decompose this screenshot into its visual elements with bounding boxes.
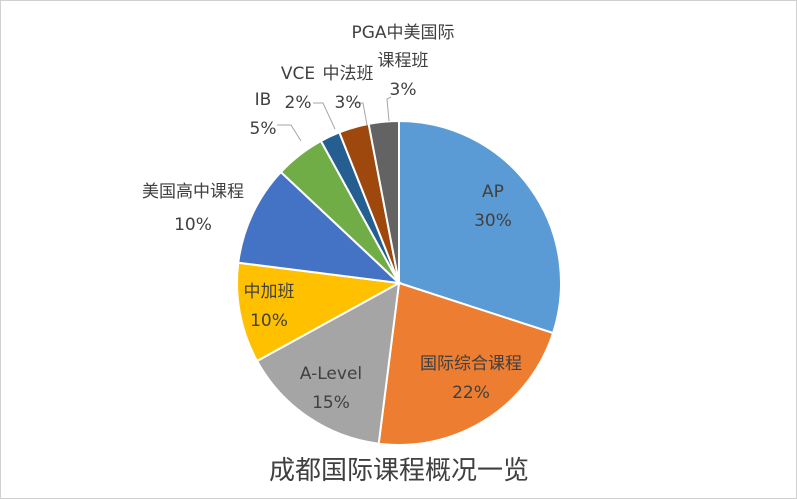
data-label-category-item-4: 美国高中课程 (142, 182, 244, 202)
data-label-pct-a-level: 15% (312, 393, 350, 413)
data-label-pct-item-3: 10% (250, 311, 288, 331)
data-labels: AP 30% 国际综合课程 22% A-Level 15% 中加班 10% 美国高中课程 10% I… (142, 23, 522, 413)
data-label-pct-ib: 5% (250, 119, 277, 139)
data-label-category-ap: AP (482, 182, 504, 202)
leader-line-ib (277, 124, 302, 142)
pie-slice-item-3 (236, 261, 403, 363)
data-label-category-pga: PGA中美国际课程班 (351, 23, 454, 71)
data-label-category-vce: VCE (281, 64, 315, 84)
data-label-category-a-level: A-Level (300, 364, 362, 384)
data-label-pct-ap: 30% (474, 211, 512, 231)
leader-line-item-7 (353, 102, 368, 126)
data-label-pct-pga: 3% (390, 80, 417, 100)
data-label-pct-vce: 2% (285, 93, 312, 113)
chart-title: 成都国际课程概况一览 (269, 456, 529, 486)
leader-line-vce (313, 102, 336, 130)
leader-line-pga (386, 96, 392, 122)
data-label-pct-item-1: 22% (452, 383, 490, 403)
data-label-category-item-1: 国际综合课程 (420, 354, 522, 374)
pie-slice-item-1 (377, 281, 555, 446)
pie-slice-pga (367, 119, 400, 284)
pie-slice-a-level (255, 281, 401, 445)
pie-slice-ap (398, 119, 562, 335)
pie-slices (236, 119, 562, 446)
data-label-pct-item-4: 10% (174, 215, 212, 235)
data-label-pct-item-7: 3% (335, 93, 362, 113)
pie-slice-item-4 (237, 170, 402, 285)
data-label-category-item-7: 中法班 (323, 64, 374, 84)
data-label-category-item-3: 中加班 (244, 282, 295, 302)
data-label-category-ib: IB (255, 90, 272, 110)
leader-lines (277, 96, 392, 142)
